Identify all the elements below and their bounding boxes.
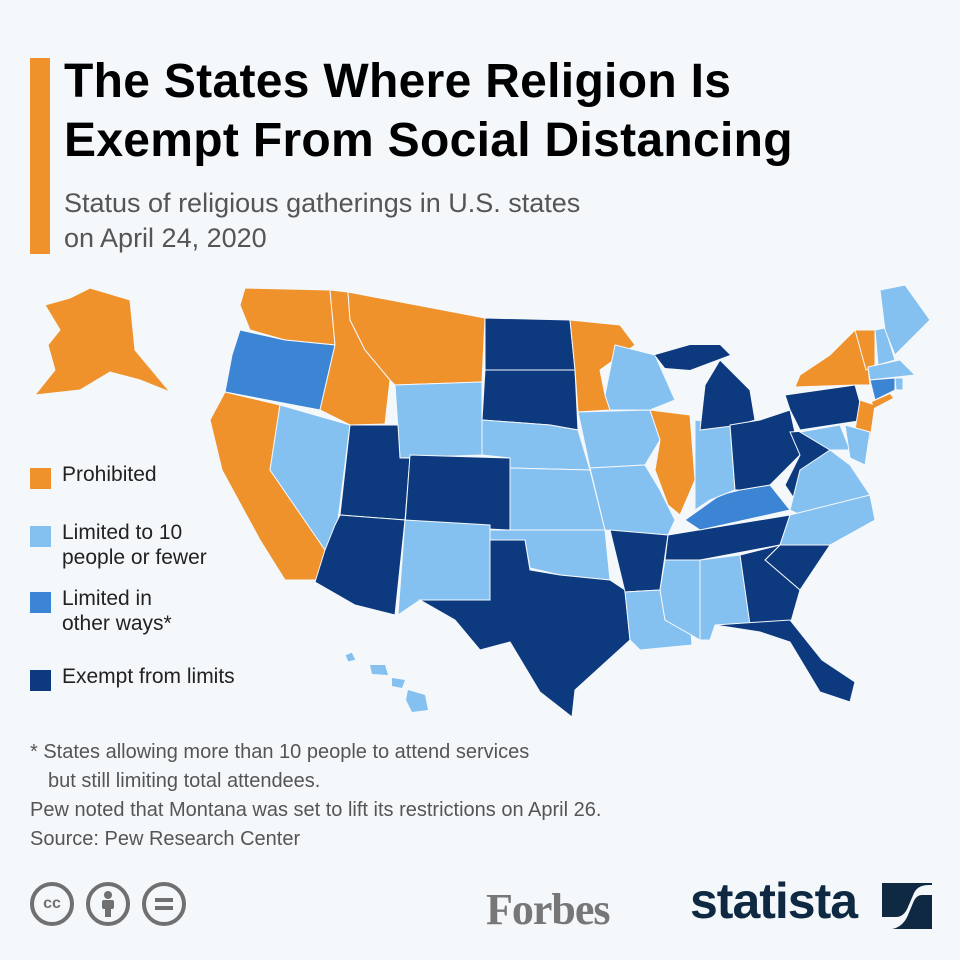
state-tx: [418, 539, 631, 718]
state-mi-upper: [655, 345, 730, 370]
state-mi: [699, 359, 756, 431]
state-co: [404, 454, 511, 531]
legend-item-exempt: Exempt from limits: [30, 664, 290, 691]
legend-label: people or fewer: [62, 546, 207, 569]
state-hi-island: [392, 678, 405, 688]
page-title: The States Where Religion Is Exempt From…: [64, 52, 793, 170]
legend-item-limited-10: Limited to 10 people or fewer: [30, 520, 290, 570]
legend-item-prohibited: Prohibited: [30, 462, 290, 489]
state-pa: [784, 384, 866, 431]
state-ct: [869, 377, 896, 401]
state-nh: [874, 327, 896, 366]
statista-logo[interactable]: statista: [690, 873, 858, 929]
state-ks: [509, 467, 606, 531]
footnote-line-2: but still limiting total attendees.: [48, 770, 321, 792]
legend-swatch: [30, 526, 51, 547]
state-wy: [394, 381, 483, 459]
state-il: [649, 409, 696, 516]
state-fl: [714, 619, 856, 703]
state-ar: [609, 529, 669, 593]
state-de: [844, 424, 871, 466]
forbes-logo[interactable]: Forbes: [486, 885, 611, 934]
state-tn: [664, 514, 791, 561]
legend-swatch: [30, 670, 51, 691]
legend-swatch: [30, 468, 51, 489]
legend-label: Limited to 10: [62, 521, 183, 544]
legend-item-limited-other: Limited in other ways*: [30, 586, 290, 636]
state-ri: [894, 377, 904, 391]
state-ak: [33, 287, 171, 396]
cc-icon[interactable]: cc: [30, 882, 74, 926]
legend-label: Prohibited: [62, 463, 157, 486]
title-accent-bar: [30, 58, 50, 254]
state-oh: [729, 409, 801, 491]
no-derivatives-icon[interactable]: [142, 882, 186, 926]
state-nc: [779, 494, 876, 546]
state-hi-island: [406, 690, 428, 712]
subtitle: Status of religious gatherings in U.S. s…: [64, 186, 580, 256]
legend-label: other ways*: [62, 612, 172, 635]
legend-swatch: [30, 592, 51, 613]
state-hi: [344, 651, 357, 663]
subtitle-line-1: Status of religious gatherings in U.S. s…: [64, 188, 581, 218]
notes: * States allowing more than 10 people to…: [30, 738, 601, 854]
statista-mark-icon: [882, 883, 932, 929]
attribution-icon[interactable]: [86, 882, 130, 926]
state-ia: [577, 409, 661, 469]
montana-note: Pew noted that Montana was set to lift i…: [30, 799, 602, 821]
state-ny-long-island: [872, 394, 893, 408]
legend-label: Limited in: [62, 587, 152, 610]
footnote-line-1: * States allowing more than 10 people to…: [30, 741, 530, 763]
state-nd: [484, 317, 576, 371]
title-line-1: The States Where Religion Is: [64, 55, 732, 108]
title-line-2: Exempt From Social Distancing: [64, 114, 793, 167]
state-ma: [867, 359, 917, 381]
state-me: [879, 284, 931, 356]
state-mo: [589, 464, 676, 536]
legend-label: Exempt from limits: [62, 665, 235, 688]
source: Source: Pew Research Center: [30, 828, 301, 850]
subtitle-line-2: on April 24, 2020: [64, 223, 267, 253]
state-hi-island: [370, 665, 388, 675]
